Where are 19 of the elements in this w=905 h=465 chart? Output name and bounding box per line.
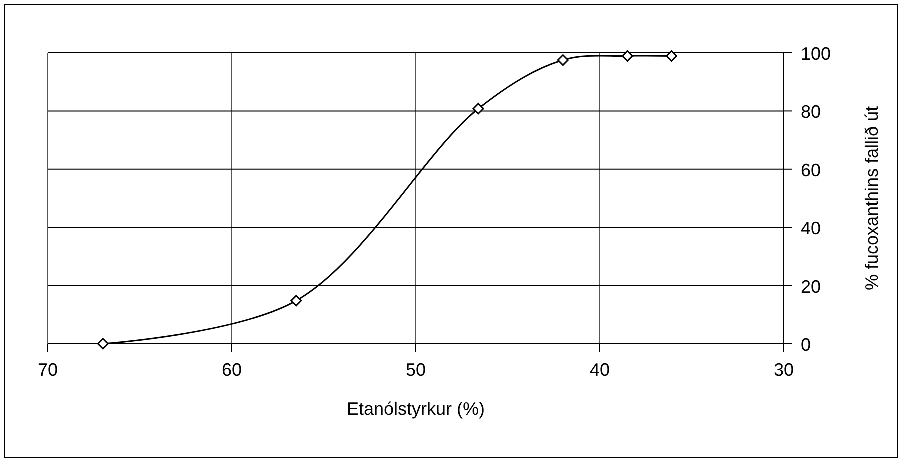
x-tick-label: 60 (222, 360, 242, 380)
y-tick-label: 40 (801, 218, 822, 239)
x-tick-label: 50 (406, 360, 426, 380)
point (557, 54, 569, 66)
x-tick-label: 30 (774, 360, 794, 380)
x-axis-title: Etanólstyrkur (%) (346, 399, 486, 419)
y-tick-label: 60 (801, 160, 822, 180)
y-tick-label: 20 (801, 276, 822, 297)
y-tick-label: 0 (801, 335, 812, 355)
point (97, 338, 109, 350)
x-tick-label: 70 (38, 360, 58, 380)
point (472, 103, 484, 115)
y-tick-label: 100 (801, 44, 832, 64)
y2-axis-title: % fucoxanthins fallið út (862, 106, 882, 291)
x-tick-label: 40 (590, 360, 610, 380)
y-tick-label: 80 (801, 102, 822, 122)
point (622, 50, 634, 62)
point (666, 50, 678, 62)
point (290, 295, 302, 307)
